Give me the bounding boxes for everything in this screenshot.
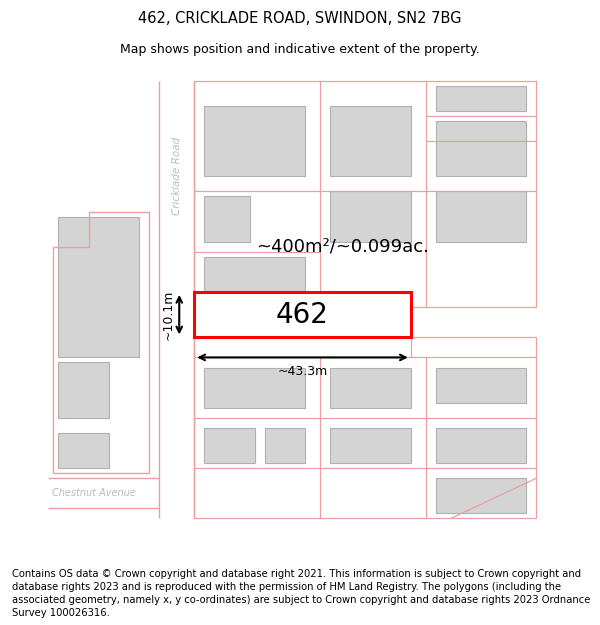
Text: ~400m²/~0.099ac.: ~400m²/~0.099ac.	[256, 238, 429, 256]
Bar	[194, 292, 410, 338]
Bar	[330, 368, 410, 408]
Bar	[205, 428, 255, 463]
Bar	[436, 191, 526, 242]
Text: ~43.3m: ~43.3m	[277, 365, 328, 378]
Bar	[265, 428, 305, 463]
Bar	[205, 196, 250, 242]
Bar	[330, 191, 410, 242]
Bar	[205, 368, 305, 408]
Text: ~10.1m: ~10.1m	[161, 289, 174, 340]
Bar	[436, 121, 526, 176]
Text: Cricklade Road: Cricklade Road	[172, 137, 182, 216]
Text: Chestnut Avenue: Chestnut Avenue	[52, 488, 136, 498]
Bar	[330, 428, 410, 463]
Text: Map shows position and indicative extent of the property.: Map shows position and indicative extent…	[120, 44, 480, 56]
Text: 462: 462	[276, 301, 329, 329]
Bar	[205, 106, 305, 176]
Bar	[436, 86, 526, 111]
Bar	[436, 368, 526, 402]
Bar	[330, 106, 410, 176]
Bar	[205, 257, 305, 297]
Bar	[58, 216, 139, 358]
Bar	[58, 433, 109, 468]
Bar	[58, 362, 109, 418]
Bar	[436, 428, 526, 463]
Text: Contains OS data © Crown copyright and database right 2021. This information is : Contains OS data © Crown copyright and d…	[12, 569, 590, 618]
Bar	[436, 478, 526, 513]
Text: 462, CRICKLADE ROAD, SWINDON, SN2 7BG: 462, CRICKLADE ROAD, SWINDON, SN2 7BG	[138, 11, 462, 26]
